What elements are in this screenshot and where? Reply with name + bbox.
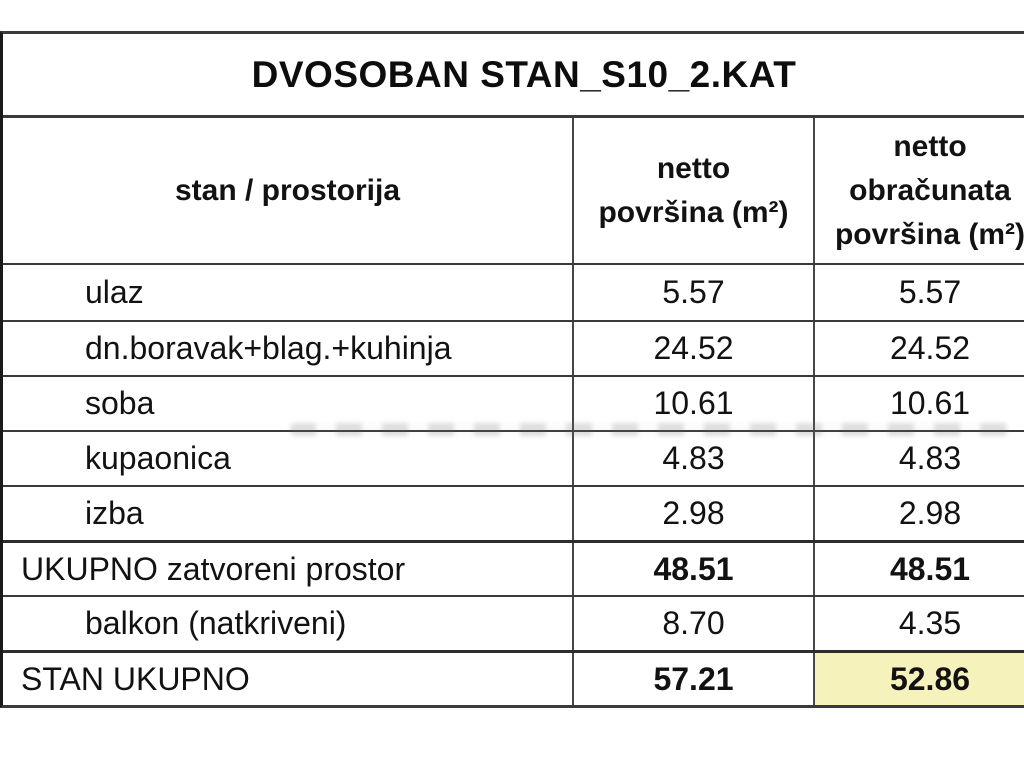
netto-value-cell: 2.98 [572, 487, 813, 540]
table-row: izba 2.98 2.98 [3, 485, 1024, 540]
header-room-label: stan / prostorija [174, 173, 401, 207]
header-netto-line1: netto [656, 151, 731, 185]
room-label-cell: soba [85, 385, 155, 421]
header-obracunata-line2: obračunata [849, 173, 1011, 207]
header-obracunata-line3: površina (m²) [834, 217, 1024, 251]
header-netto-line2: površina (m²) [598, 195, 789, 229]
obracunata-value-cell: 5.57 [813, 265, 1024, 320]
netto-value-cell: 4.83 [572, 432, 813, 485]
table-row: kupaonica 4.83 4.83 [3, 430, 1024, 485]
obracunata-total-highlight-cell: 52.86 [813, 653, 1024, 705]
netto-value-cell: 10.61 [572, 377, 813, 430]
netto-value-cell: 8.70 [572, 597, 813, 650]
table-row: dn.boravak+blag.+kuhinja 24.52 24.52 [3, 320, 1024, 375]
header-room-column: stan / prostorija [3, 118, 572, 263]
obracunata-value-cell: 48.51 [813, 543, 1024, 595]
header-obracunata-line1: netto [893, 129, 967, 163]
room-label-cell: UKUPNO zatvoreni prostor [21, 550, 406, 587]
table-header-row: stan / prostorija netto površina (m²) ne… [3, 118, 1024, 265]
room-label-cell: izba [85, 495, 144, 531]
table-row: balkon (natkriveni) 8.70 4.35 [3, 595, 1024, 650]
netto-value-cell: 5.57 [572, 265, 813, 320]
obracunata-value-cell: 4.35 [813, 597, 1024, 650]
obracunata-value-cell: 4.83 [813, 432, 1024, 485]
obracunata-value-cell: 24.52 [813, 322, 1024, 375]
room-label-cell: balkon (natkriveni) [85, 605, 347, 641]
room-label-cell: STAN UKUPNO [21, 660, 250, 697]
netto-value-cell: 48.51 [572, 543, 813, 595]
table-row: soba 10.61 10.61 [3, 375, 1024, 430]
subtotal-row-zatvoreni-prostor: UKUPNO zatvoreni prostor 48.51 48.51 [3, 540, 1024, 595]
header-netto-column: netto površina (m²) [572, 118, 813, 263]
table-title: DVOSOBAN STAN_S10_2.KAT [251, 53, 797, 95]
header-obracunata-column: netto obračunata površina (m²) [813, 118, 1024, 263]
room-label-cell: dn.boravak+blag.+kuhinja [85, 330, 452, 366]
obracunata-value-cell: 10.61 [813, 377, 1024, 430]
netto-value-cell: 57.21 [572, 653, 813, 705]
netto-value-cell: 24.52 [572, 322, 813, 375]
total-row-stan-ukupno: STAN UKUPNO 57.21 52.86 [3, 650, 1024, 705]
obracunata-value-cell: 2.98 [813, 487, 1024, 540]
room-label-cell: ulaz [85, 274, 144, 310]
table-row: ulaz 5.57 5.57 [3, 265, 1024, 320]
apartment-area-table: DVOSOBAN STAN_S10_2.KAT stan / prostorij… [0, 31, 1024, 708]
table-title-row: DVOSOBAN STAN_S10_2.KAT [3, 34, 1024, 118]
room-label-cell: kupaonica [85, 440, 231, 476]
